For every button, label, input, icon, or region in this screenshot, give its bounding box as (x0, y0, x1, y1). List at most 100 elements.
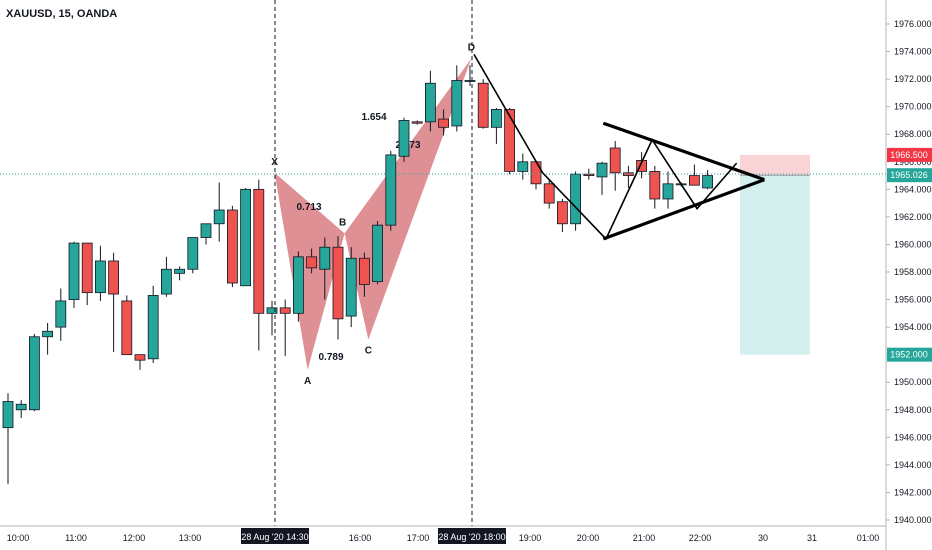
crosshair-time-label: 28 Aug '20 14:30 (241, 532, 308, 542)
candle (42, 322, 53, 355)
candle (240, 187, 252, 287)
candle (332, 236, 344, 340)
price-tick-label: 1956.000 (894, 295, 932, 305)
harmonic-point-c: C (365, 346, 372, 357)
candle (424, 70, 436, 132)
candle-body-up (464, 80, 476, 82)
candle (253, 179, 265, 351)
candle-body-up (240, 188, 252, 287)
candle-body-up (424, 82, 436, 123)
candle-body-up (15, 403, 27, 411)
candle (490, 108, 502, 144)
candle-body-down (689, 175, 700, 186)
candle-body-up (292, 256, 304, 314)
candle (543, 179, 555, 209)
candle (121, 295, 133, 356)
candle (609, 141, 621, 191)
candle-body-down (134, 354, 146, 361)
candle-body-down (411, 121, 423, 124)
price-tick-label: 1974.000 (894, 47, 932, 57)
candle-body-up (95, 260, 106, 294)
price-tick-label: 1968.000 (894, 129, 932, 139)
triangle-lower-line (602, 178, 765, 241)
harmonic-ratio-label: 0.789 (318, 352, 343, 363)
entry-price-label: 1965.026 (890, 170, 928, 180)
candle (596, 161, 608, 195)
candle (147, 285, 159, 363)
candle-body-up (517, 161, 529, 172)
candle-body-up (596, 162, 608, 178)
candle-body-up (213, 209, 225, 225)
position-tool[interactable] (0, 154, 886, 355)
candle (160, 256, 172, 297)
candle-body-up (266, 307, 278, 314)
price-tick-label: 1972.000 (894, 74, 932, 84)
crosshair-lines (274, 0, 473, 526)
candle (108, 252, 119, 352)
candle-body-up (662, 183, 674, 200)
candle-body-up (451, 80, 463, 127)
triangle-upper-line (602, 121, 765, 182)
candle-body-up (398, 120, 410, 157)
candle (570, 171, 581, 231)
candle (477, 79, 489, 129)
candle-body-up (68, 242, 80, 300)
candle (649, 165, 661, 209)
candle-body-down (477, 82, 489, 128)
candle-body-up (28, 336, 40, 411)
chart-title: XAUUSD, 15, OANDA (6, 8, 117, 20)
candle (306, 248, 318, 274)
candle-body-up (160, 268, 172, 295)
time-tick-label: 22:00 (689, 533, 712, 543)
target-price-badge (887, 347, 932, 362)
price-tick-label: 1970.000 (894, 102, 932, 112)
candle (319, 237, 331, 300)
candle-body-up (2, 401, 14, 429)
price-tick-label: 1942.000 (894, 487, 932, 497)
candle-body-up (174, 268, 186, 274)
candle (702, 170, 713, 190)
candle (55, 288, 67, 341)
candle-body-up (200, 223, 212, 238)
candle (636, 152, 647, 179)
candle-body-down (81, 242, 93, 294)
candle (398, 117, 410, 162)
time-tick-label: 20:00 (577, 533, 600, 543)
candle-body-up (319, 246, 331, 270)
candle (226, 205, 238, 288)
candle (174, 266, 186, 281)
candle (266, 300, 278, 336)
candle-body-down (306, 256, 318, 269)
time-tick-label: 10:00 (7, 533, 30, 543)
candle-body-up (385, 154, 397, 226)
candle (504, 108, 516, 175)
candle (358, 252, 370, 297)
price-tick-label: 1960.000 (894, 239, 932, 249)
candle (438, 109, 450, 136)
price-tick-label: 1954.000 (894, 322, 932, 332)
time-tick-label: 16:00 (349, 533, 372, 543)
time-tick-label: 01:00 (857, 533, 880, 543)
stop-loss-zone (740, 154, 810, 176)
time-tick-label: 30 (758, 533, 768, 543)
candles (2, 65, 713, 485)
candle-body-up (570, 173, 581, 225)
time-axis[interactable]: 10:00 11:00 12:00 13:00 16:00 17:00 19:00 20:00… (7, 528, 880, 544)
price-tick-label: 1944.000 (894, 460, 932, 470)
time-tick-label: 19:00 (519, 533, 542, 543)
candle (213, 182, 225, 242)
time-tick-label: 31 (807, 533, 817, 543)
candle (15, 400, 27, 419)
triangle-pattern (473, 53, 765, 241)
harmonic-point-b: B (339, 217, 346, 228)
candle-body-up (147, 295, 159, 360)
wave-zigzag (473, 53, 738, 241)
candle (372, 221, 384, 285)
candle-body-up (372, 224, 384, 283)
candle (28, 334, 40, 412)
price-tick-label: 1976.000 (894, 19, 932, 29)
candle-body-down (279, 307, 291, 314)
candle (81, 242, 93, 306)
